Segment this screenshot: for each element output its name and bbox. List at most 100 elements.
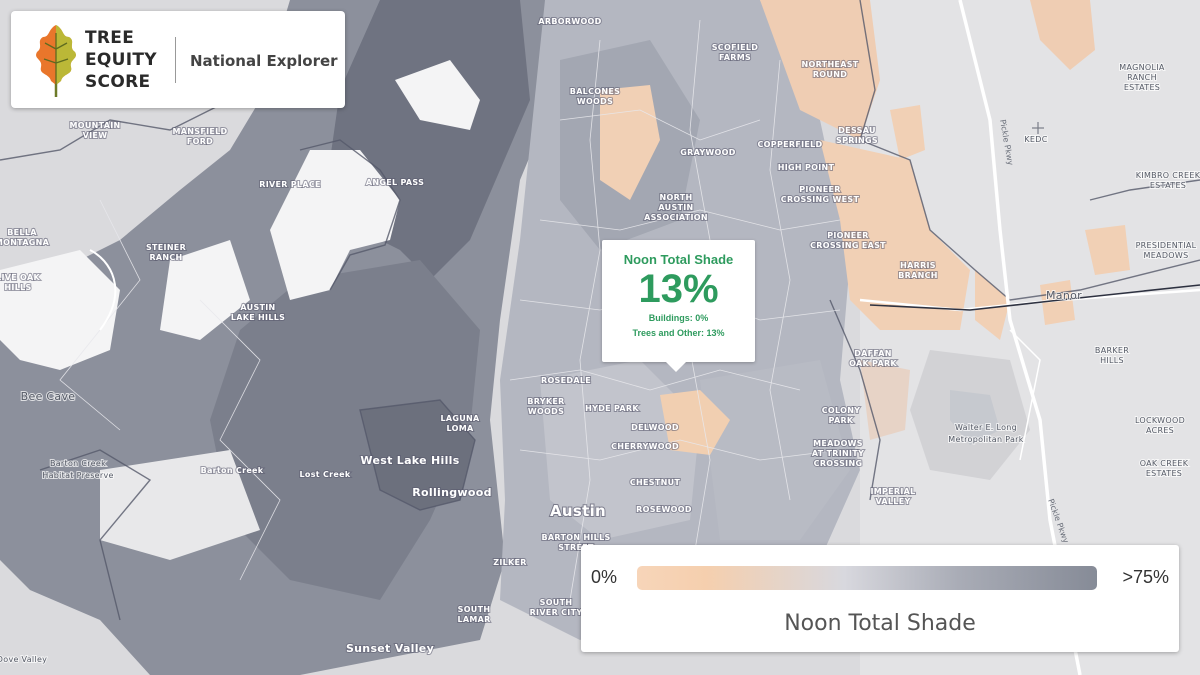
brand-subtitle: National Explorer bbox=[190, 52, 338, 70]
map-low-shade-north bbox=[760, 0, 880, 140]
label-kimbro-2: ESTATES bbox=[1150, 181, 1186, 190]
map-park-angel-pass bbox=[270, 150, 400, 300]
label-daffan-1: DAFFAN bbox=[854, 349, 892, 358]
legend-title: Noon Total Shade bbox=[784, 611, 976, 636]
label-mansfield-1: MANSFIELD bbox=[173, 127, 228, 136]
label-barton-hills-1: BARTON HILLS bbox=[541, 533, 610, 542]
label-south-river-2: RIVER CITY bbox=[530, 608, 583, 617]
brand-title-line2: EQUITY bbox=[85, 50, 157, 70]
map-park-lake2 bbox=[160, 240, 250, 340]
label-bee-cave: Bee Cave bbox=[21, 390, 76, 403]
label-dessau-1: DESSAU bbox=[838, 126, 876, 135]
label-steiner-1: STEINER bbox=[146, 243, 186, 252]
label-barton-preserve-1: Barton Creek bbox=[50, 459, 106, 468]
label-north-1: NORTH bbox=[660, 193, 693, 202]
label-south-river-1: SOUTH bbox=[540, 598, 573, 607]
label-south-lamar-1: SOUTH bbox=[458, 605, 491, 614]
label-oak-creek-2: ESTATES bbox=[1146, 469, 1182, 478]
label-northeast-1: NORTHEAST bbox=[801, 60, 858, 69]
brand-title: TREE EQUITY SCORE bbox=[85, 27, 157, 93]
label-copperfield: COPPERFIELD bbox=[758, 140, 823, 149]
label-bella-2: MONTAGNA bbox=[0, 238, 50, 247]
label-dessau-2: SPRINGS bbox=[836, 136, 878, 145]
map-barton-creek-preserve bbox=[100, 450, 260, 560]
label-rosewood: ROSEWOOD bbox=[636, 505, 692, 514]
label-daffan-2: OAK PARK bbox=[849, 359, 897, 368]
label-austin-lake-1: AUSTIN bbox=[240, 303, 275, 312]
map-park-north bbox=[395, 60, 480, 130]
label-bella-1: BELLA bbox=[7, 228, 37, 237]
label-kedc: KEDC bbox=[1024, 135, 1047, 144]
label-west-lake-hills: West Lake Hills bbox=[360, 454, 459, 467]
map-central-core bbox=[540, 360, 700, 540]
oak-leaf-icon bbox=[36, 25, 76, 97]
label-graywood: GRAYWOOD bbox=[680, 148, 735, 157]
label-harris-1: HARRIS bbox=[900, 261, 936, 270]
map-low-shade-cherrywood bbox=[660, 390, 730, 455]
popup-trees-other: Trees and Other: 13% bbox=[632, 328, 725, 338]
label-rollingwood: Rollingwood bbox=[412, 486, 492, 499]
legend-max-label: >75% bbox=[1122, 567, 1169, 587]
label-north-3: ASSOCIATION bbox=[644, 213, 708, 222]
label-hyde-park: HYDE PARK bbox=[585, 404, 639, 413]
shade-popup[interactable]: Noon Total Shade 13% Buildings: 0% Trees… bbox=[602, 240, 755, 372]
label-mountain-2: VIEW bbox=[83, 131, 108, 140]
map-westlake-region bbox=[210, 260, 480, 600]
label-laguna-1: LAGUNA bbox=[440, 414, 480, 423]
label-barton-hills-2: STREET bbox=[558, 543, 594, 552]
label-scofield-1: SCOFIELD bbox=[712, 43, 759, 52]
label-balcones-1: BALCONES bbox=[570, 87, 620, 96]
shade-legend: 0% >75% Noon Total Shade bbox=[581, 545, 1179, 652]
label-live-oak-2: HILLS bbox=[4, 283, 31, 292]
brand-title-line3: SCORE bbox=[85, 72, 151, 92]
label-chestnut: CHESTNUT bbox=[630, 478, 681, 487]
label-bryker-2: WOODS bbox=[528, 407, 564, 416]
popup-title: Noon Total Shade bbox=[623, 252, 734, 267]
label-harris-2: BRANCH bbox=[898, 271, 938, 280]
label-delwood: DELWOOD bbox=[631, 423, 679, 432]
label-river-place: RIVER PLACE bbox=[259, 180, 321, 189]
label-lockwood-1: LOCKWOOD bbox=[1135, 416, 1185, 425]
map-low-shade-small bbox=[890, 105, 925, 160]
label-pioneer-west-1: PIONEER bbox=[799, 185, 841, 194]
label-presidential-2: MEADOWS bbox=[1144, 251, 1189, 260]
map-park-lake bbox=[0, 250, 120, 370]
label-barton-preserve-2: Habitat Preserve bbox=[42, 471, 114, 480]
legend-gradient-bar bbox=[637, 566, 1097, 590]
label-barker-2: HILLS bbox=[1100, 356, 1124, 365]
label-meadows-3: CROSSING bbox=[814, 459, 863, 468]
label-dove-springs: Dove Valley bbox=[0, 655, 47, 664]
map-neighborhood-lines bbox=[59, 19, 841, 601]
label-oak-creek-1: OAK CREEK bbox=[1140, 459, 1189, 468]
label-imperial-2: VALLEY bbox=[875, 497, 910, 506]
brand-divider bbox=[175, 37, 176, 83]
popup-value: 13% bbox=[638, 267, 719, 311]
label-walter-2: Metropolitan Park bbox=[948, 435, 1023, 444]
brand-title-line1: TREE bbox=[85, 28, 135, 48]
label-mansfield-2: FORD bbox=[187, 137, 213, 146]
label-imperial-1: IMPERIAL bbox=[870, 487, 915, 496]
label-meadows-2: AT TRINITY bbox=[812, 449, 864, 458]
map-low-shade-balcones bbox=[600, 85, 660, 200]
label-balcones-2: WOODS bbox=[577, 97, 613, 106]
label-high-point: HIGH POINT bbox=[778, 163, 835, 172]
label-kimbro-1: KIMBRO CREEK bbox=[1136, 171, 1200, 180]
label-live-oak-1: LIVE OAK bbox=[0, 273, 40, 282]
map-west-lake-hills-area bbox=[360, 400, 475, 510]
label-austin: Austin bbox=[550, 502, 606, 520]
label-rosedale: ROSEDALE bbox=[541, 376, 591, 385]
map-lake bbox=[950, 390, 1000, 445]
label-lost-creek: Lost Creek bbox=[300, 470, 351, 479]
label-austin-lake-2: LAKE HILLS bbox=[231, 313, 285, 322]
label-north-2: AUSTIN bbox=[658, 203, 693, 212]
label-steiner-2: RANCH bbox=[149, 253, 182, 262]
label-pioneer-east-1: PIONEER bbox=[827, 231, 869, 240]
kedc-airport-icon bbox=[1032, 122, 1044, 134]
map-low-shade-east bbox=[975, 270, 1010, 340]
label-mountain-1: MOUNTAIN bbox=[69, 121, 120, 130]
label-south-lamar-2: LAMAR bbox=[457, 615, 490, 624]
label-walter-1: Walter E. Long bbox=[955, 423, 1017, 432]
legend-min-label: 0% bbox=[591, 567, 618, 587]
label-magnolia-1: MAGNOLIA bbox=[1119, 63, 1165, 72]
